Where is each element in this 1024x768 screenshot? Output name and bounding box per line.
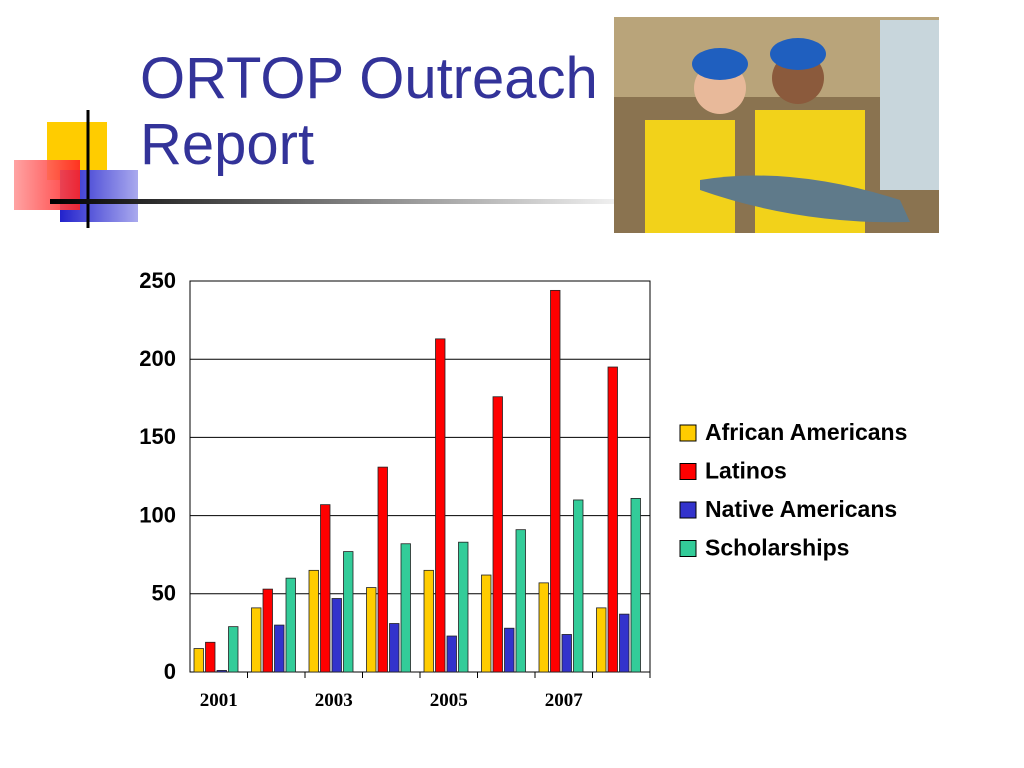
legend-swatch: [679, 540, 697, 557]
bar: [205, 641, 216, 673]
bar: [492, 396, 503, 673]
bar: [458, 541, 469, 673]
bar: [274, 624, 285, 673]
legend-swatch: [679, 424, 697, 442]
bar: [331, 598, 342, 673]
legend-label: Native Americans: [705, 496, 897, 522]
bar: [481, 574, 492, 673]
bar: [596, 607, 607, 673]
legend-swatch: [679, 463, 697, 480]
bar: [216, 670, 227, 673]
bar: [262, 588, 273, 673]
bar: [400, 543, 411, 673]
bar: [423, 569, 434, 673]
bar: [251, 607, 262, 673]
y-tick-label: 200: [139, 346, 176, 371]
bar: [561, 634, 572, 673]
bar: [538, 582, 549, 673]
bar: [619, 613, 630, 673]
y-tick-label: 250: [139, 268, 176, 293]
x-tick-label: 2001: [200, 690, 238, 711]
bar: [193, 648, 204, 673]
bar: [389, 623, 400, 673]
legend-label: Scholarships: [705, 535, 849, 561]
bar: [377, 466, 388, 673]
bar: [630, 497, 641, 673]
legend-label: Latinos: [705, 458, 787, 484]
y-tick-label: 0: [164, 659, 176, 684]
y-tick-label: 150: [139, 424, 176, 449]
bar: [446, 635, 457, 673]
bar: [228, 626, 239, 673]
bar: [320, 504, 331, 673]
slide-title: ORTOP Outreach Report: [140, 46, 598, 177]
bar: [607, 366, 618, 673]
x-tick-label: 2007: [545, 690, 584, 711]
bar: [308, 569, 319, 673]
bar: [285, 577, 296, 673]
bar: [343, 551, 354, 673]
decoration: [14, 110, 650, 228]
bar: [515, 529, 526, 673]
y-tick-label: 100: [139, 502, 176, 527]
y-tick-label: 50: [152, 581, 176, 606]
bar: [435, 338, 446, 673]
x-tick-label: 2003: [315, 690, 353, 711]
bar: [366, 587, 377, 673]
bar: [504, 627, 515, 673]
legend-label: African Americans: [705, 419, 907, 445]
x-tick-label: 2005: [430, 690, 468, 711]
legend-swatch: [679, 501, 697, 519]
bar: [573, 499, 584, 673]
photo: [614, 17, 939, 233]
bar: [550, 289, 561, 673]
